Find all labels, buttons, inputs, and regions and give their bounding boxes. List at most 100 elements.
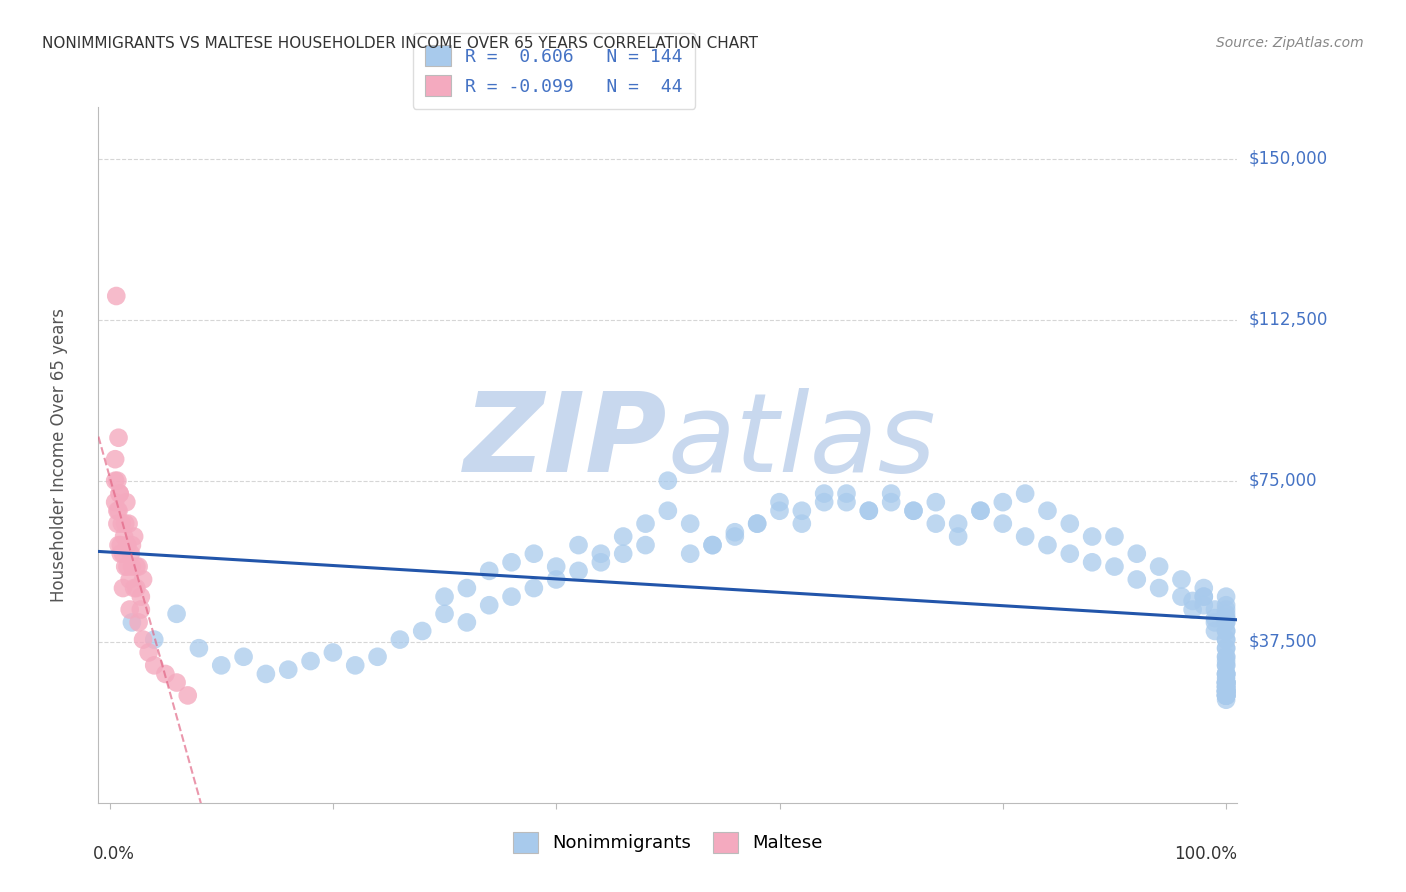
Point (112, 529, 135, 543)
Point (790, 504, 813, 518)
Point (1181, 602, 1204, 616)
Point (1215, 689, 1237, 703)
Point (1215, 675, 1237, 690)
Point (1215, 689, 1237, 703)
Point (546, 559, 568, 574)
Text: $150,000: $150,000 (1249, 150, 1327, 168)
Point (120, 547, 142, 561)
Point (478, 564, 501, 578)
Point (1170, 590, 1192, 604)
Point (104, 452, 127, 467)
Point (1014, 486, 1036, 500)
Point (634, 538, 657, 552)
Point (1059, 547, 1081, 561)
Point (1215, 675, 1237, 690)
Point (1192, 590, 1215, 604)
Point (835, 486, 858, 500)
Point (657, 504, 679, 518)
Point (1215, 667, 1237, 681)
Point (634, 516, 657, 531)
Point (1215, 684, 1237, 698)
Point (1215, 684, 1237, 698)
Point (1215, 649, 1237, 664)
Point (1081, 529, 1104, 543)
Point (129, 602, 152, 616)
Point (612, 547, 634, 561)
Point (107, 504, 129, 518)
Point (1059, 516, 1081, 531)
Point (1215, 615, 1237, 630)
Point (1215, 684, 1237, 698)
Point (1104, 559, 1126, 574)
Point (128, 559, 150, 574)
Point (433, 590, 456, 604)
Text: NONIMMIGRANTS VS MALTESE HOUSEHOLDER INCOME OVER 65 YEARS CORRELATION CHART: NONIMMIGRANTS VS MALTESE HOUSEHOLDER INC… (42, 36, 758, 51)
Point (1036, 538, 1059, 552)
Point (254, 667, 277, 681)
Point (1215, 680, 1237, 694)
Point (121, 538, 143, 552)
Point (125, 559, 148, 574)
Point (523, 547, 546, 561)
Point (114, 516, 136, 531)
Point (115, 495, 138, 509)
Point (567, 564, 589, 578)
Point (1170, 573, 1192, 587)
Point (1215, 689, 1237, 703)
Point (367, 649, 389, 664)
Point (143, 632, 166, 647)
Point (232, 649, 254, 664)
Point (567, 538, 589, 552)
Point (1181, 594, 1204, 608)
Point (1147, 559, 1170, 574)
Point (501, 555, 523, 569)
Point (1215, 649, 1237, 664)
Point (299, 654, 322, 668)
Point (880, 495, 903, 509)
Point (1215, 658, 1237, 673)
Point (166, 607, 188, 621)
Point (790, 516, 813, 531)
Point (1215, 680, 1237, 694)
Point (1215, 607, 1237, 621)
Point (1215, 590, 1237, 604)
Point (747, 516, 769, 531)
Point (118, 573, 141, 587)
Point (702, 538, 724, 552)
Point (1215, 624, 1237, 638)
Point (104, 495, 127, 509)
Point (117, 559, 139, 574)
Point (1215, 658, 1237, 673)
Point (858, 504, 880, 518)
Point (344, 658, 367, 673)
Point (1215, 680, 1237, 694)
Point (835, 495, 858, 509)
Point (589, 547, 612, 561)
Text: $112,500: $112,500 (1249, 310, 1327, 328)
Point (105, 289, 128, 303)
Point (657, 474, 679, 488)
Point (1215, 675, 1237, 690)
Text: $75,000: $75,000 (1249, 472, 1317, 490)
Point (702, 538, 724, 552)
Point (177, 689, 200, 703)
Point (1215, 689, 1237, 703)
Point (111, 547, 134, 561)
Legend: Nonimmigrants, Maltese: Nonimmigrants, Maltese (502, 821, 834, 863)
Point (1215, 667, 1237, 681)
Point (1215, 684, 1237, 698)
Point (813, 495, 835, 509)
Point (925, 516, 948, 531)
Point (107, 504, 129, 518)
Point (724, 529, 747, 543)
Point (612, 529, 634, 543)
Point (1215, 615, 1237, 630)
Point (117, 516, 139, 531)
Point (1192, 590, 1215, 604)
Point (1215, 684, 1237, 698)
Point (1215, 675, 1237, 690)
Point (143, 658, 166, 673)
Point (187, 641, 209, 656)
Text: ZIP: ZIP (464, 387, 668, 494)
Point (322, 645, 344, 659)
